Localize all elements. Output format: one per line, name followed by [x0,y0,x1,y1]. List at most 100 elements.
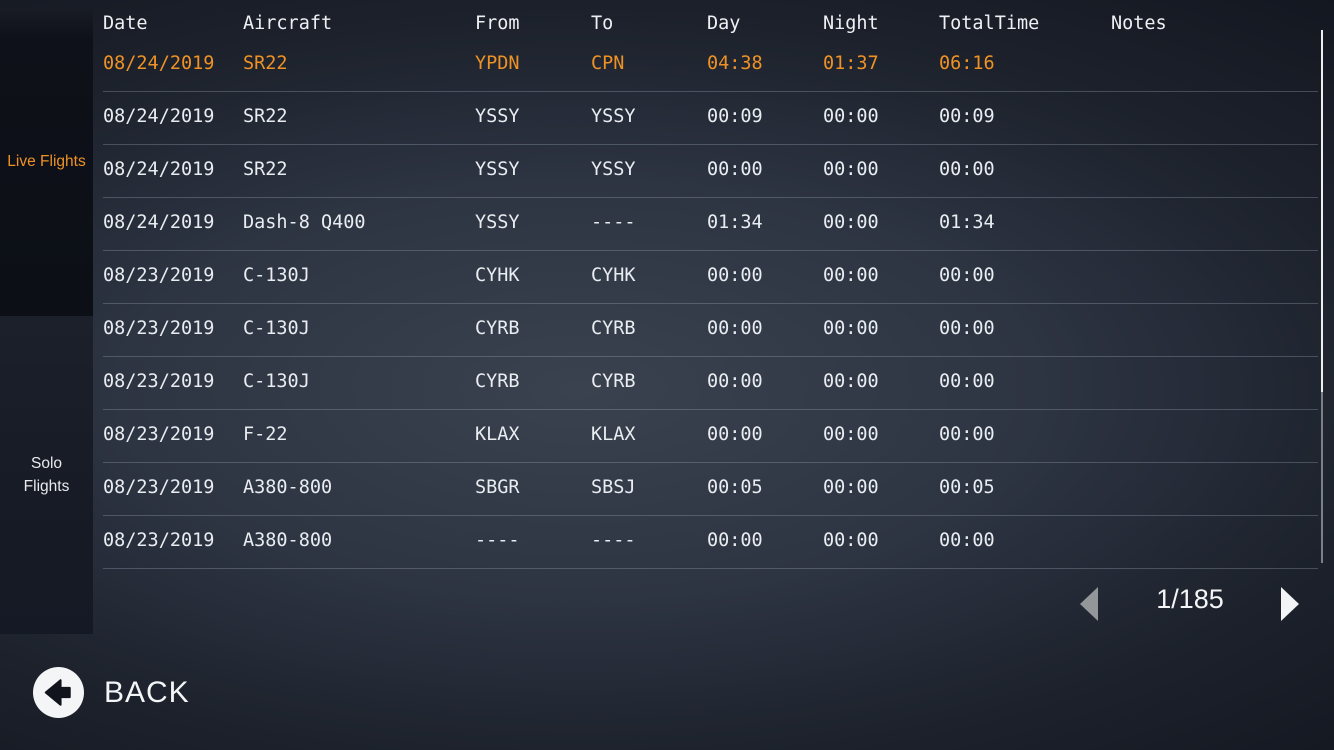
table-row[interactable]: 08/23/2019 C-130J CYRB CYRB 00:00 00:00 … [103,357,1318,410]
cell-aircraft: A380-800 [243,476,333,498]
cell-from: YSSY [475,105,520,127]
sidebar-tab-live-flights[interactable]: Live Flights [0,8,93,316]
cell-aircraft: SR22 [243,105,288,127]
cell-night: 00:00 [823,529,879,551]
cell-totaltime: 01:34 [939,211,995,233]
cell-night: 00:00 [823,370,879,392]
table-row[interactable]: 08/24/2019 SR22 YPDN CPN 04:38 01:37 06:… [103,39,1318,92]
cell-from: SBGR [475,476,520,498]
back-button[interactable]: BACK [33,667,190,718]
prev-page-button[interactable] [1080,587,1098,621]
cell-date: 08/24/2019 [103,105,215,127]
cell-from: ---- [475,529,520,551]
cell-date: 08/23/2019 [103,317,215,339]
cell-totaltime: 00:05 [939,476,995,498]
cell-date: 08/23/2019 [103,370,215,392]
solo-flights-label[interactable]: Solo Flights [23,455,70,495]
column-header-notes: Notes [1111,12,1167,34]
cell-from: CYHK [475,264,520,286]
cell-night: 01:37 [823,52,879,74]
cell-totaltime: 00:00 [939,158,995,180]
table-row[interactable]: 08/23/2019 A380-800 SBGR SBSJ 00:05 00:0… [103,463,1318,516]
cell-to: SBSJ [591,476,636,498]
cell-to: CPN [591,52,625,74]
cell-to: YSSY [591,105,636,127]
cell-aircraft: F-22 [243,423,288,445]
cell-day: 00:00 [707,370,763,392]
cell-day: 01:34 [707,211,763,233]
cell-to: CYRB [591,317,636,339]
back-arrow-icon [33,667,84,718]
cell-from: YSSY [475,211,520,233]
table-row[interactable]: 08/23/2019 C-130J CYRB CYRB 00:00 00:00 … [103,304,1318,357]
cell-aircraft: SR22 [243,52,288,74]
cell-to: ---- [591,529,636,551]
cell-night: 00:00 [823,105,879,127]
cell-from: YPDN [475,52,520,74]
cell-aircraft: C-130J [243,370,310,392]
cell-aircraft: Dash-8 Q400 [243,211,366,233]
table-row[interactable]: 08/23/2019 A380-800 ---- ---- 00:00 00:0… [103,516,1318,569]
column-header-night: Night [823,12,879,34]
cell-totaltime: 00:00 [939,264,995,286]
live-flights-label[interactable]: Live Flights [7,153,86,170]
cell-day: 00:00 [707,158,763,180]
cell-aircraft: C-130J [243,264,310,286]
cell-day: 00:00 [707,529,763,551]
scrollbar-thumb[interactable] [1321,30,1323,392]
cell-night: 00:00 [823,264,879,286]
sidebar-tab-solo-flights[interactable]: Solo Flights [0,316,93,634]
table-row[interactable]: 08/23/2019 F-22 KLAX KLAX 00:00 00:00 00… [103,410,1318,463]
cell-aircraft: A380-800 [243,529,333,551]
cell-day: 00:00 [707,317,763,339]
cell-totaltime: 00:00 [939,423,995,445]
cell-from: CYRB [475,370,520,392]
column-header-aircraft: Aircraft [243,12,333,34]
cell-totaltime: 00:00 [939,317,995,339]
cell-to: YSSY [591,158,636,180]
cell-from: YSSY [475,158,520,180]
cell-day: 04:38 [707,52,763,74]
table-row[interactable]: 08/24/2019 SR22 YSSY YSSY 00:00 00:00 00… [103,145,1318,198]
cell-day: 00:09 [707,105,763,127]
next-page-button[interactable] [1281,587,1299,621]
cell-night: 00:00 [823,476,879,498]
cell-day: 00:00 [707,423,763,445]
back-button-label: BACK [104,675,190,709]
column-header-date: Date [103,12,148,34]
cell-totaltime: 00:00 [939,370,995,392]
cell-date: 08/23/2019 [103,529,215,551]
cell-to: ---- [591,211,636,233]
table-row[interactable]: 08/23/2019 C-130J CYHK CYHK 00:00 00:00 … [103,251,1318,304]
cell-totaltime: 00:09 [939,105,995,127]
cell-date: 08/24/2019 [103,211,215,233]
cell-to: KLAX [591,423,636,445]
page-indicator: 1/185 [1156,584,1224,614]
flight-table: 08/24/2019 SR22 YPDN CPN 04:38 01:37 06:… [103,39,1318,569]
cell-date: 08/23/2019 [103,476,215,498]
cell-date: 08/24/2019 [103,52,215,74]
cell-night: 00:00 [823,423,879,445]
cell-totaltime: 00:00 [939,529,995,551]
cell-date: 08/23/2019 [103,264,215,286]
column-header-totaltime: TotalTime [939,12,1040,34]
cell-aircraft: C-130J [243,317,310,339]
column-header-from: From [475,12,520,34]
scrollbar[interactable] [1321,30,1323,563]
cell-from: CYRB [475,317,520,339]
cell-totaltime: 06:16 [939,52,995,74]
table-row[interactable]: 08/24/2019 Dash-8 Q400 YSSY ---- 01:34 0… [103,198,1318,251]
cell-night: 00:00 [823,317,879,339]
cell-day: 00:05 [707,476,763,498]
column-header-to: To [591,12,614,34]
cell-day: 00:00 [707,264,763,286]
cell-date: 08/23/2019 [103,423,215,445]
cell-aircraft: SR22 [243,158,288,180]
cell-date: 08/24/2019 [103,158,215,180]
cell-to: CYRB [591,370,636,392]
table-row[interactable]: 08/24/2019 SR22 YSSY YSSY 00:09 00:00 00… [103,92,1318,145]
cell-to: CYHK [591,264,636,286]
cell-night: 00:00 [823,158,879,180]
cell-night: 00:00 [823,211,879,233]
